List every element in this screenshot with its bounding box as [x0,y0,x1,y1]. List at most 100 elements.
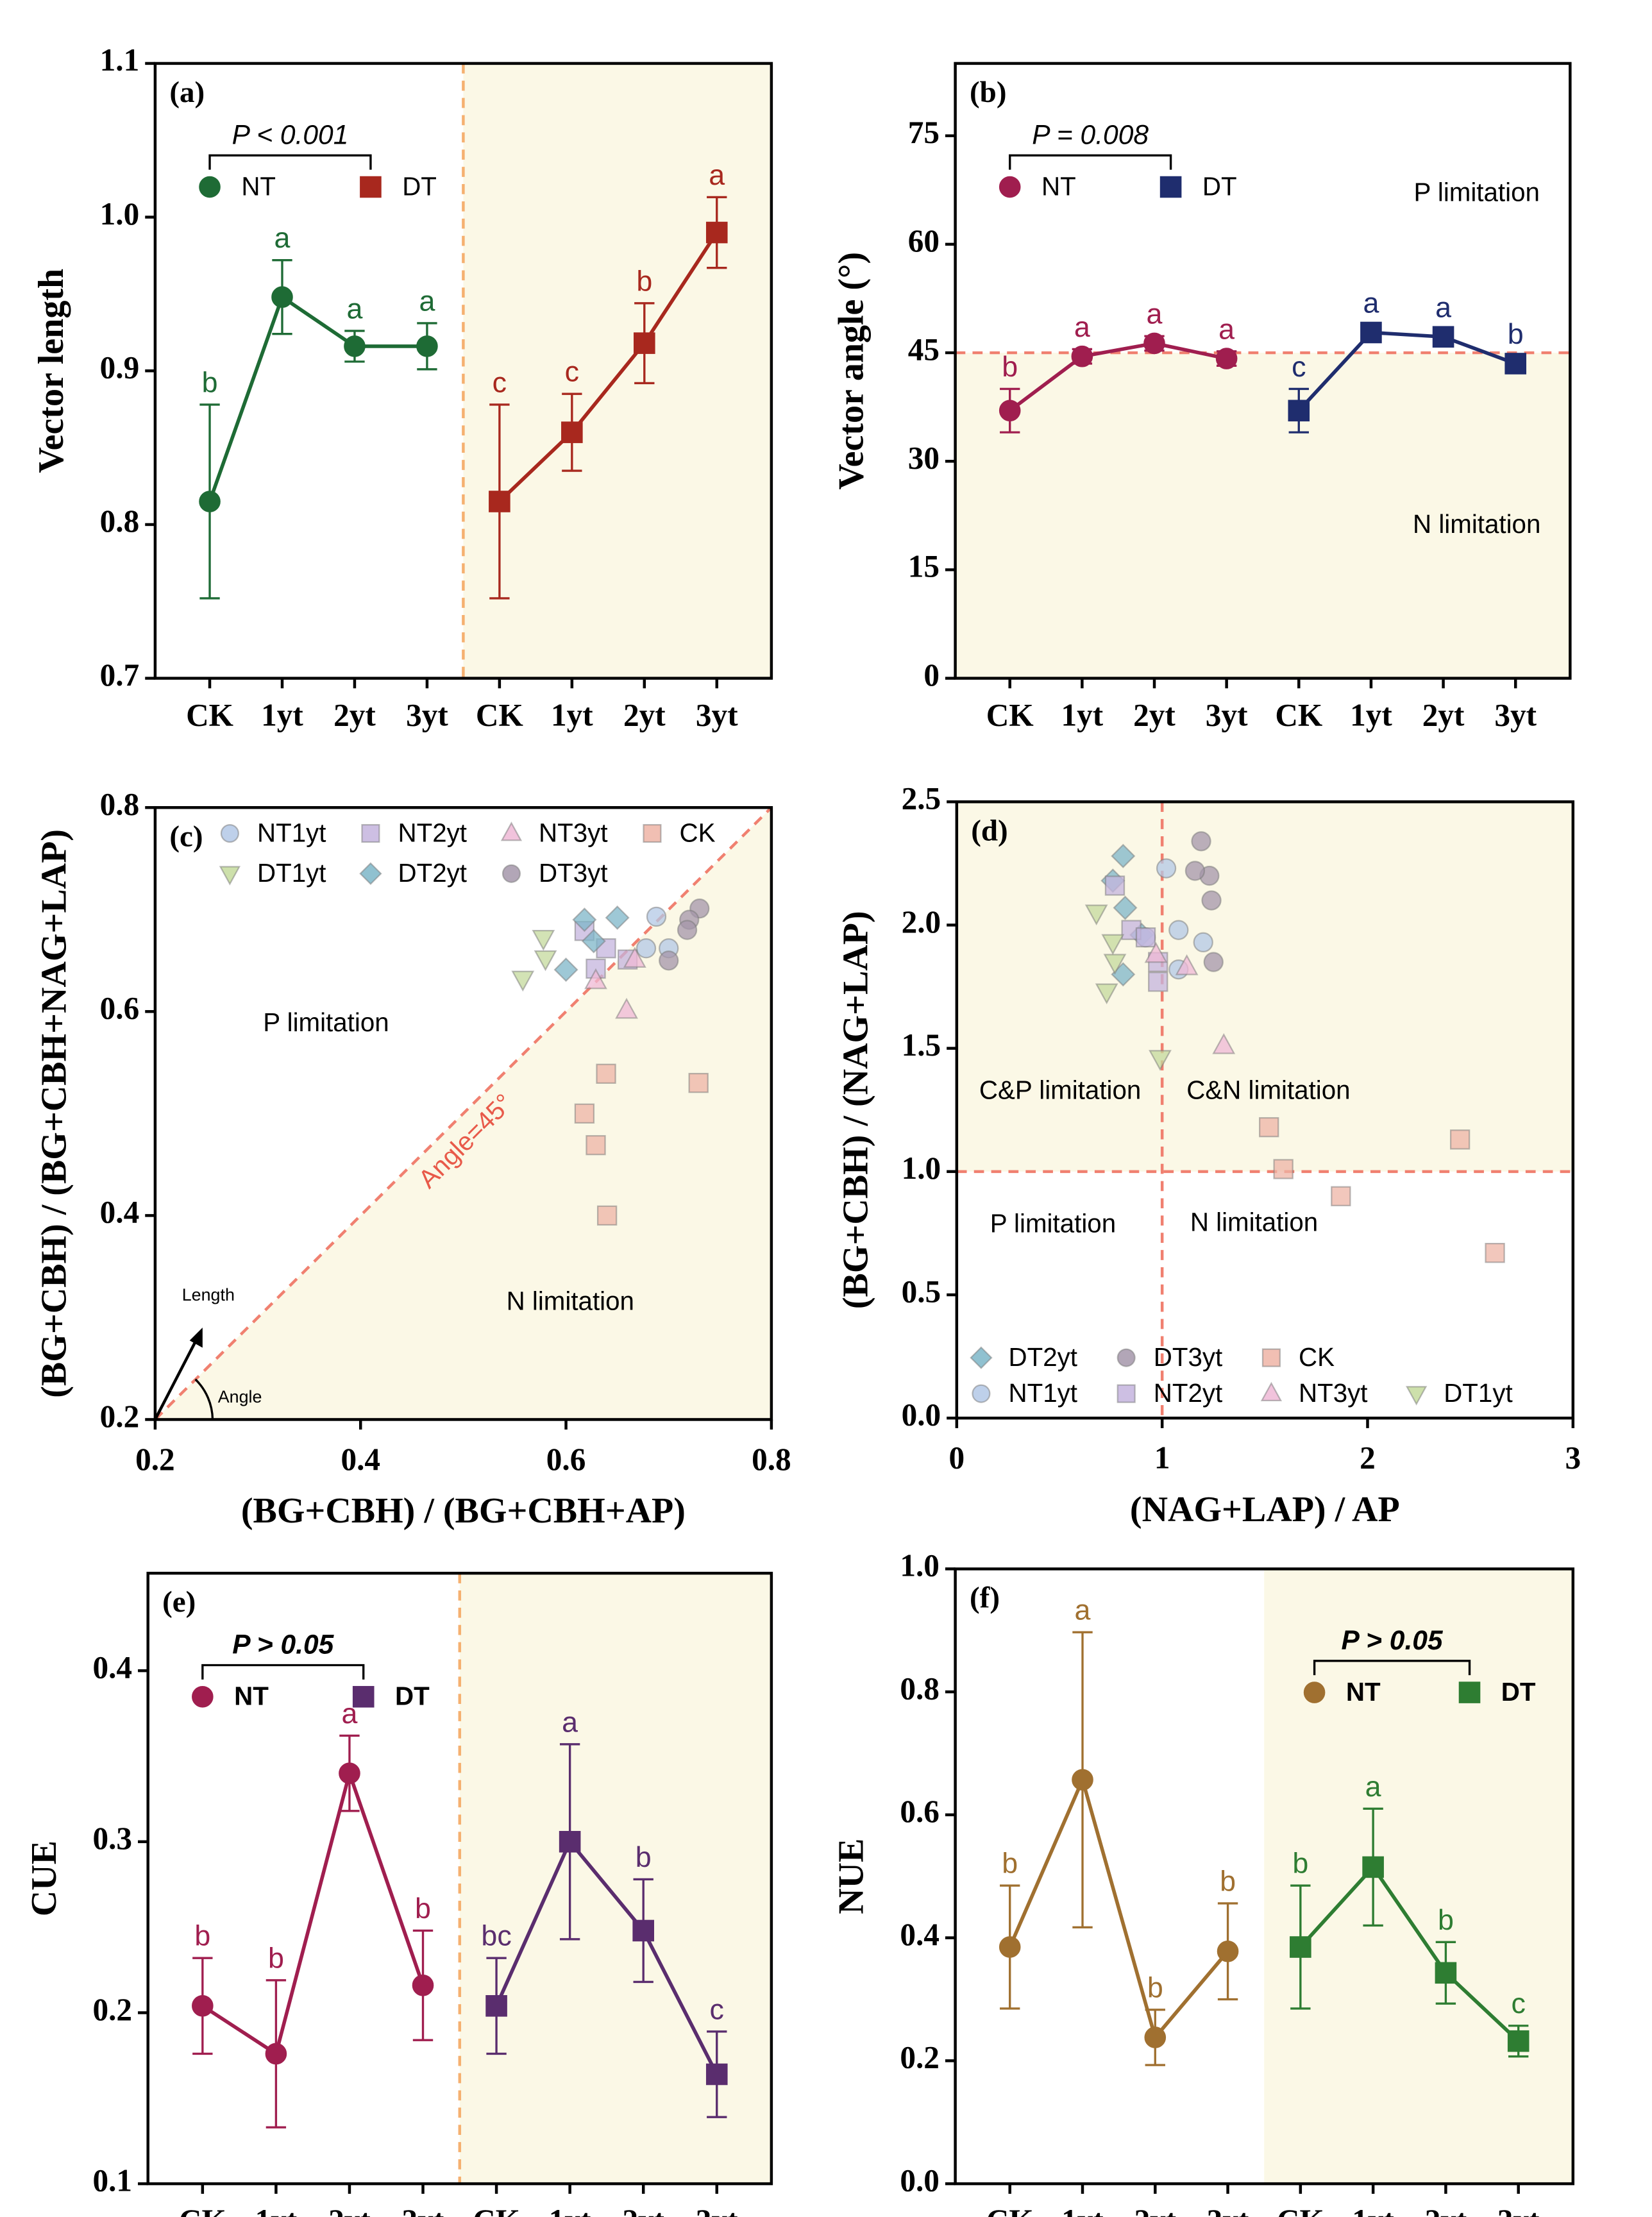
marker [1159,176,1182,198]
marker [1405,1386,1428,1406]
marker [1175,954,1199,975]
marker [1191,831,1211,852]
marker [1259,1117,1279,1138]
marker [999,1936,1021,1958]
legend-label: DT1yt [1444,1378,1513,1408]
x-tick-label: 1yt [255,2203,298,2217]
marker [1261,1348,1281,1367]
marker [500,822,523,841]
x-tick-label: 2yt [333,698,376,733]
series-line [494,1838,719,2075]
x-tick-label: 1yt [549,2203,591,2217]
marker [352,1685,375,1708]
marker [688,1072,709,1093]
x-tick-label: 3yt [1207,2203,1249,2217]
marker [192,1685,214,1708]
legend-label: NT3yt [539,818,608,847]
significance-letter: a [709,159,725,191]
x-tick-label: 2yt [1133,698,1176,733]
panel-label: (f) [970,1581,1000,1614]
x-tick-label: 2 [1360,1440,1376,1476]
x-tick-label: 3yt [1494,698,1537,733]
significance-letter: bc [481,1920,511,1952]
marker [572,907,597,932]
significance-letter: b [1292,1848,1308,1880]
legend-label: DT3yt [1154,1342,1223,1372]
region-label: N limitation [507,1286,634,1316]
y-tick-label: 0.0 [900,2162,940,2198]
y-tick-label: 0.6 [900,1794,940,1829]
x-tick-label: 1yt [1061,2203,1104,2217]
significance-letter: b [1147,1971,1163,2003]
significance-letter: a [1074,311,1090,343]
significance-letter: a [419,285,435,317]
x-tick-label: 2yt [623,698,666,733]
region-label: Angle [218,1387,262,1406]
marker [1449,1129,1471,1150]
legend-label: DT [1501,1677,1536,1707]
significance-letter: a [1147,298,1163,330]
plot-frame [955,800,1575,1420]
series-line [208,294,427,502]
panel-label: (a) [169,76,205,109]
legend-label: DT1yt [257,858,326,888]
significance-letter: b [1220,1865,1236,1897]
significance-letter: b [194,1920,210,1952]
x-tick-label: 1yt [1061,698,1104,733]
x-tick-label: 0.8 [752,1442,791,1477]
marker [1331,1186,1351,1206]
legend-label: NT [1041,171,1076,201]
marker [1143,332,1165,355]
marker [999,176,1021,198]
marker [623,947,646,968]
marker [677,920,698,940]
marker [339,1762,360,1784]
y-tick-label: 0 [923,657,940,693]
x-tick-label: 3yt [1206,698,1248,733]
significance-letter: a [1363,287,1379,319]
marker [1212,1033,1236,1054]
plot-frame [954,1567,1575,2186]
significance-letter: c [1292,351,1306,383]
marker [553,957,578,982]
y-tick-label: 0.7 [100,657,140,693]
marker [1168,920,1189,940]
marker [632,1919,655,1942]
marker [1362,1856,1384,1878]
y-tick-label: 0.8 [900,1671,940,1706]
marker [501,864,521,883]
p-value: P > 0.05 [232,1630,334,1660]
panel-label: (c) [169,820,203,853]
marker [1156,858,1177,879]
shaded-region [955,353,1571,679]
marker [534,950,557,972]
region-label: N limitation [1190,1207,1318,1236]
significance-letter: c [710,1993,724,2025]
y-tick-label: 2.5 [902,781,941,816]
significance-letter: c [565,356,579,388]
marker [1435,1962,1457,1984]
x-tick-label: CK [186,698,233,733]
x-tick-label: 2yt [1422,698,1465,733]
marker [561,421,583,443]
marker [1111,843,1136,868]
marker [1485,1243,1505,1263]
panel-label: (b) [970,76,1006,109]
marker [1117,1348,1136,1367]
legend-label: DT3yt [539,858,608,888]
legend-label: NT1yt [257,818,326,847]
region-label: C&N limitation [1186,1075,1350,1104]
x-tick-label: 2yt [622,2203,664,2217]
marker [646,906,667,927]
series-line [1297,330,1517,412]
y-tick-label: 0.2 [100,1399,140,1434]
significance-letter: a [1435,291,1451,323]
p-value: P = 0.008 [1032,119,1149,150]
panel-label: (d) [971,814,1007,847]
marker [199,491,221,512]
plot-frame [153,805,773,1421]
y-tick-label: 1.0 [902,1151,941,1186]
marker [1095,983,1118,1005]
reference-line [154,806,773,1421]
